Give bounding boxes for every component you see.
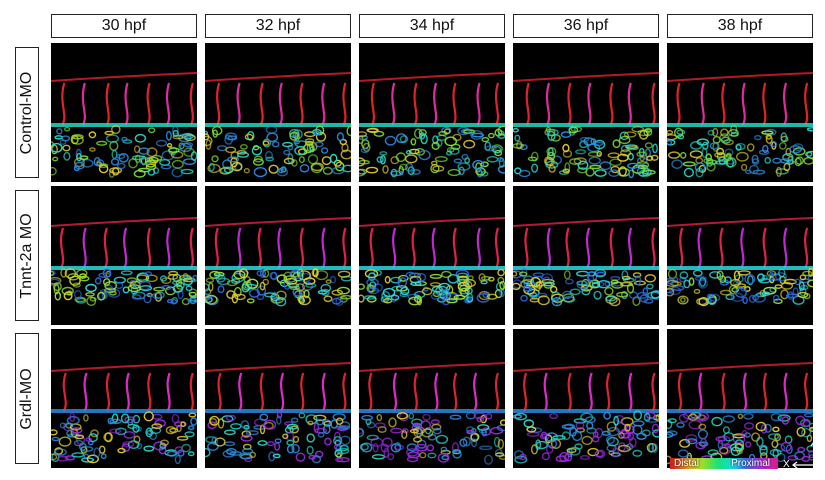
axis-x-label: X bbox=[783, 459, 790, 470]
microscopy-image bbox=[359, 329, 505, 468]
microscopy-image bbox=[667, 43, 813, 182]
column-header: 32 hpf bbox=[205, 14, 351, 38]
column-header: 34 hpf bbox=[359, 14, 505, 38]
row-header: Tnnt-2a MO bbox=[15, 190, 39, 321]
microscopy-image bbox=[359, 43, 505, 182]
column-header: 30 hpf bbox=[51, 14, 197, 38]
axis-arrows-icon bbox=[792, 441, 818, 469]
microscopy-image bbox=[51, 186, 197, 325]
row-header-label: Tnnt-2a MO bbox=[18, 212, 35, 299]
axis-y-label: Y bbox=[815, 437, 822, 448]
column-header: 38 hpf bbox=[667, 14, 813, 38]
depth-color-legend: Distal Proximal bbox=[670, 458, 778, 469]
legend-distal-label: Distal bbox=[674, 458, 700, 469]
microscopy-image bbox=[205, 329, 351, 468]
row-header-label: Control-MO bbox=[18, 71, 35, 154]
microscopy-image bbox=[667, 186, 813, 325]
legend-gradient-bar bbox=[670, 458, 778, 469]
microscopy-image bbox=[513, 329, 659, 468]
microscopy-image bbox=[513, 186, 659, 325]
microscopy-image bbox=[51, 43, 197, 182]
microscopy-image bbox=[667, 329, 813, 468]
microscopy-image bbox=[51, 329, 197, 468]
microscopy-image bbox=[205, 186, 351, 325]
row-header: Control-MO bbox=[15, 47, 39, 178]
column-header: 36 hpf bbox=[513, 14, 659, 38]
microscopy-image bbox=[513, 43, 659, 182]
microscopy-image bbox=[359, 186, 505, 325]
legend-proximal-label: Proximal bbox=[731, 458, 770, 469]
microscopy-image bbox=[205, 43, 351, 182]
axis-indicator: Y X bbox=[782, 437, 822, 471]
row-header: Grdl-MO bbox=[15, 333, 39, 464]
row-header-label: Grdl-MO bbox=[18, 367, 35, 430]
